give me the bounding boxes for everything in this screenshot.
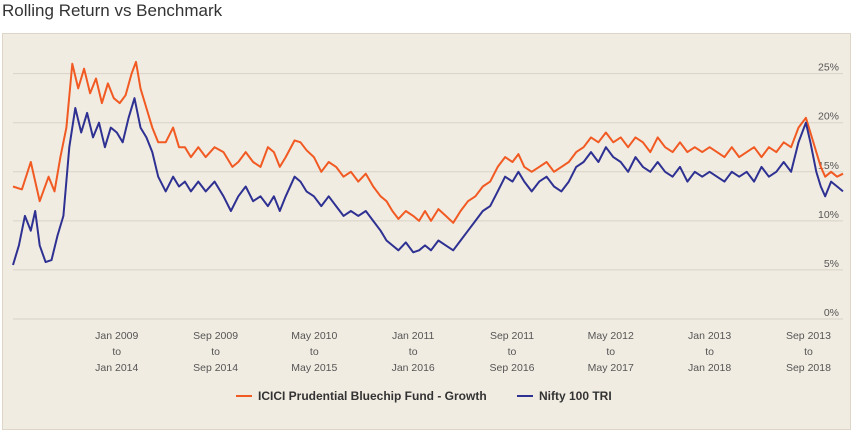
x-tick-line: Sep 2018 xyxy=(786,362,831,374)
x-tick-label: Sep 2013 to Sep 2018 xyxy=(786,330,831,374)
x-tick-line: Jan 2018 xyxy=(688,362,731,374)
x-tick-line: to xyxy=(508,346,517,358)
x-tick-line: Jan 2014 xyxy=(95,362,138,374)
legend-label[interactable]: ICICI Prudential Bluechip Fund - Growth xyxy=(258,389,487,403)
y-tick-label: 15% xyxy=(818,160,839,172)
x-axis: Jan 2009 to Jan 2014 Sep 2009 to Sep 2014 May … xyxy=(95,330,831,374)
x-tick-label: Jan 2011 to Jan 2016 xyxy=(392,330,435,374)
x-tick-line: Sep 2016 xyxy=(490,362,535,374)
x-tick-label: May 2010 to May 2015 xyxy=(291,330,337,374)
x-tick-line: May 2012 xyxy=(588,330,634,342)
y-tick-label: 0% xyxy=(824,307,839,319)
series-line-0[interactable] xyxy=(12,60,844,224)
x-tick-line: to xyxy=(211,346,220,358)
x-tick-line: Jan 2009 xyxy=(95,330,138,342)
x-tick-label: Sep 2011 to Sep 2016 xyxy=(490,330,535,374)
chart-panel: 0% 5% 10% 15% 20% 25% Jan 2009 to Jan 2014 Sep 2… xyxy=(2,33,851,430)
x-tick-line: to xyxy=(310,346,319,358)
x-tick-line: Sep 2009 xyxy=(193,330,238,342)
x-tick-label: Sep 2009 to Sep 2014 xyxy=(193,330,238,374)
x-tick-line: Jan 2016 xyxy=(392,362,435,374)
x-tick-line: to xyxy=(112,346,121,358)
chart-svg: 0% 5% 10% 15% 20% 25% Jan 2009 to Jan 2014 Sep 2… xyxy=(12,60,844,403)
series-line-1[interactable] xyxy=(12,97,844,266)
x-tick-line: May 2015 xyxy=(291,362,337,374)
legend-label[interactable]: Nifty 100 TRI xyxy=(539,389,612,403)
x-tick-line: Sep 2011 xyxy=(490,330,534,342)
x-tick-line: Sep 2014 xyxy=(193,362,238,374)
y-tick-label: 5% xyxy=(824,258,839,270)
x-tick-line: Jan 2013 xyxy=(688,330,731,342)
x-tick-line: to xyxy=(705,346,714,358)
chart-title: Rolling Return vs Benchmark xyxy=(2,1,223,20)
x-tick-line: to xyxy=(409,346,418,358)
x-tick-line: Jan 2011 xyxy=(392,330,435,342)
x-tick-line: Sep 2013 xyxy=(786,330,831,342)
series-lines xyxy=(12,60,844,266)
y-tick-label: 10% xyxy=(818,209,839,221)
x-tick-label: Jan 2009 to Jan 2014 xyxy=(95,330,138,374)
x-tick-line: May 2017 xyxy=(588,362,634,374)
x-tick-label: Jan 2013 to Jan 2018 xyxy=(688,330,731,374)
y-tick-label: 20% xyxy=(818,111,839,123)
x-tick-line: to xyxy=(804,346,813,358)
y-axis: 0% 5% 10% 15% 20% 25% xyxy=(818,62,839,319)
x-tick-line: May 2010 xyxy=(291,330,337,342)
y-tick-label: 25% xyxy=(818,62,839,74)
x-tick-label: May 2012 to May 2017 xyxy=(588,330,634,374)
legend: ICICI Prudential Bluechip Fund - Growth N… xyxy=(236,389,612,403)
x-tick-line: to xyxy=(606,346,615,358)
